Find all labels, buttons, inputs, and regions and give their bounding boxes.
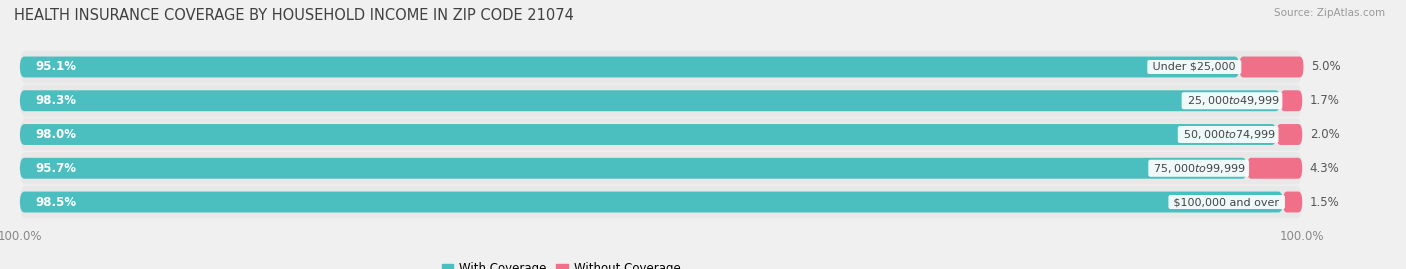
- FancyBboxPatch shape: [20, 84, 1302, 117]
- FancyBboxPatch shape: [20, 118, 1302, 151]
- Text: 98.3%: 98.3%: [35, 94, 76, 107]
- Text: $75,000 to $99,999: $75,000 to $99,999: [1150, 162, 1247, 175]
- Text: HEALTH INSURANCE COVERAGE BY HOUSEHOLD INCOME IN ZIP CODE 21074: HEALTH INSURANCE COVERAGE BY HOUSEHOLD I…: [14, 8, 574, 23]
- FancyBboxPatch shape: [20, 186, 1302, 218]
- Text: $50,000 to $74,999: $50,000 to $74,999: [1180, 128, 1277, 141]
- FancyBboxPatch shape: [20, 90, 1281, 111]
- FancyBboxPatch shape: [20, 51, 1302, 83]
- Text: 2.0%: 2.0%: [1310, 128, 1340, 141]
- Text: 1.5%: 1.5%: [1310, 196, 1340, 208]
- Text: 95.7%: 95.7%: [35, 162, 76, 175]
- Text: 1.7%: 1.7%: [1310, 94, 1340, 107]
- Text: 4.3%: 4.3%: [1310, 162, 1340, 175]
- Text: $100,000 and over: $100,000 and over: [1170, 197, 1282, 207]
- Text: 95.1%: 95.1%: [35, 61, 76, 73]
- FancyBboxPatch shape: [20, 124, 1277, 145]
- FancyBboxPatch shape: [20, 192, 1282, 213]
- FancyBboxPatch shape: [1281, 90, 1302, 111]
- FancyBboxPatch shape: [1239, 56, 1303, 77]
- Text: Source: ZipAtlas.com: Source: ZipAtlas.com: [1274, 8, 1385, 18]
- Legend: With Coverage, Without Coverage: With Coverage, Without Coverage: [437, 258, 685, 269]
- Text: 5.0%: 5.0%: [1312, 61, 1341, 73]
- Text: $25,000 to $49,999: $25,000 to $49,999: [1184, 94, 1281, 107]
- Text: Under $25,000: Under $25,000: [1149, 62, 1239, 72]
- FancyBboxPatch shape: [20, 152, 1302, 185]
- Text: 98.5%: 98.5%: [35, 196, 76, 208]
- FancyBboxPatch shape: [1247, 158, 1302, 179]
- FancyBboxPatch shape: [20, 56, 1239, 77]
- FancyBboxPatch shape: [1282, 192, 1302, 213]
- FancyBboxPatch shape: [20, 158, 1247, 179]
- FancyBboxPatch shape: [1277, 124, 1302, 145]
- Text: 98.0%: 98.0%: [35, 128, 76, 141]
